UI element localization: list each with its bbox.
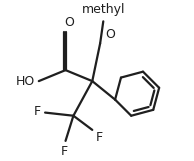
Text: methyl: methyl <box>81 3 125 16</box>
Text: HO: HO <box>16 75 35 88</box>
Text: F: F <box>60 145 68 158</box>
Text: O: O <box>105 28 115 41</box>
Text: O: O <box>65 16 74 29</box>
Text: F: F <box>34 105 41 118</box>
Text: F: F <box>95 132 103 144</box>
